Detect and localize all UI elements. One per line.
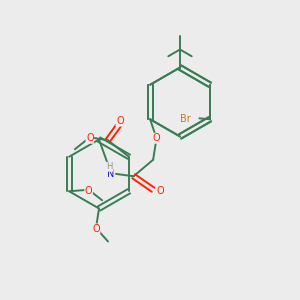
Text: O: O xyxy=(86,133,94,143)
Text: O: O xyxy=(116,116,124,126)
Text: O: O xyxy=(156,186,164,196)
Text: H: H xyxy=(106,162,113,171)
Text: O: O xyxy=(152,133,160,143)
Text: N: N xyxy=(107,169,115,179)
Text: O: O xyxy=(85,186,92,196)
Text: O: O xyxy=(92,224,100,234)
Text: Br: Br xyxy=(180,114,190,124)
